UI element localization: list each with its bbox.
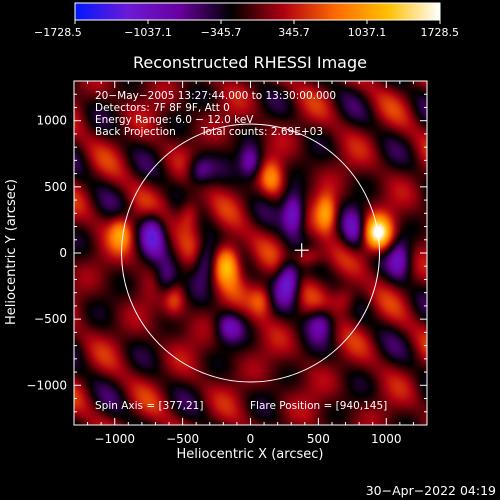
colorbar-tick-label: 345.7: [278, 26, 310, 39]
y-axis-tick-labels: −1000 −500 0 500 1000: [26, 114, 67, 393]
colorbar-tick-label: −345.7: [201, 26, 242, 39]
energy-range-text: Energy Range: 6.0 − 12.0 keV: [95, 114, 254, 126]
y-axis-tick-label: −1000: [26, 378, 67, 392]
y-axis-ticks: [74, 93, 427, 413]
detectors-text: Detectors: 7F 8F 9F, Att 0: [95, 102, 230, 114]
solar-limb-circle: [121, 123, 380, 383]
spin-axis-marker: [294, 243, 309, 258]
x-axis-title: Heliocentric X (arcsec): [177, 447, 324, 462]
info-text: 20−May−2005 13:27:44.000 to 13:30:00.000…: [95, 90, 387, 412]
y-axis-tick-label: −500: [34, 312, 67, 326]
y-axis-title: Heliocentric Y (arcsec): [4, 179, 19, 325]
plot-area: [73, 80, 428, 426]
heatmap-image: [74, 81, 427, 425]
colorbar-tick-label: −1037.1: [124, 26, 172, 39]
time-range-text: 20−May−2005 13:27:44.000 to 13:30:00.000: [95, 90, 336, 102]
colorbar-tick-label: 1728.5: [421, 26, 460, 39]
x-axis-tick-label: 500: [307, 432, 330, 446]
x-axis-tick-label: −1000: [94, 432, 135, 446]
colorbar-tick-label: 1037.1: [348, 26, 387, 39]
method-text: Back Projection: [95, 126, 176, 138]
y-axis-tick-label: 0: [59, 246, 67, 260]
spin-axis-text: Spin Axis = [377,21]: [95, 400, 203, 412]
y-axis-tick-label: 1000: [36, 114, 67, 128]
total-counts-text: Total counts: 2.69E+03: [200, 126, 323, 138]
colorbar-tick-labels: −1728.5 −1037.1 −345.7 345.7 1037.1 1728.5: [34, 26, 459, 39]
plot-title: Reconstructed RHESSI Image: [133, 53, 367, 72]
x-axis-tick-label: 1000: [371, 432, 402, 446]
flare-position-text: Flare Position = [940,145]: [250, 400, 387, 412]
x-axis-tick-label: −500: [166, 432, 199, 446]
x-axis-ticks: [87, 81, 414, 425]
colorbar-ticks: [74, 20, 441, 24]
colorbar-gradient: [74, 2, 441, 21]
x-axis-tick-labels: −1000 −500 0 500 1000: [94, 432, 401, 446]
y-axis-tick-label: 500: [44, 180, 67, 194]
colorbar-tick-label: −1728.5: [34, 26, 82, 39]
footer-timestamp: 30−Apr−2022 04:19: [366, 483, 496, 498]
colorbar: −1728.5 −1037.1 −345.7 345.7 1037.1 1728.5: [34, 2, 459, 39]
x-axis-tick-label: 0: [247, 432, 255, 446]
